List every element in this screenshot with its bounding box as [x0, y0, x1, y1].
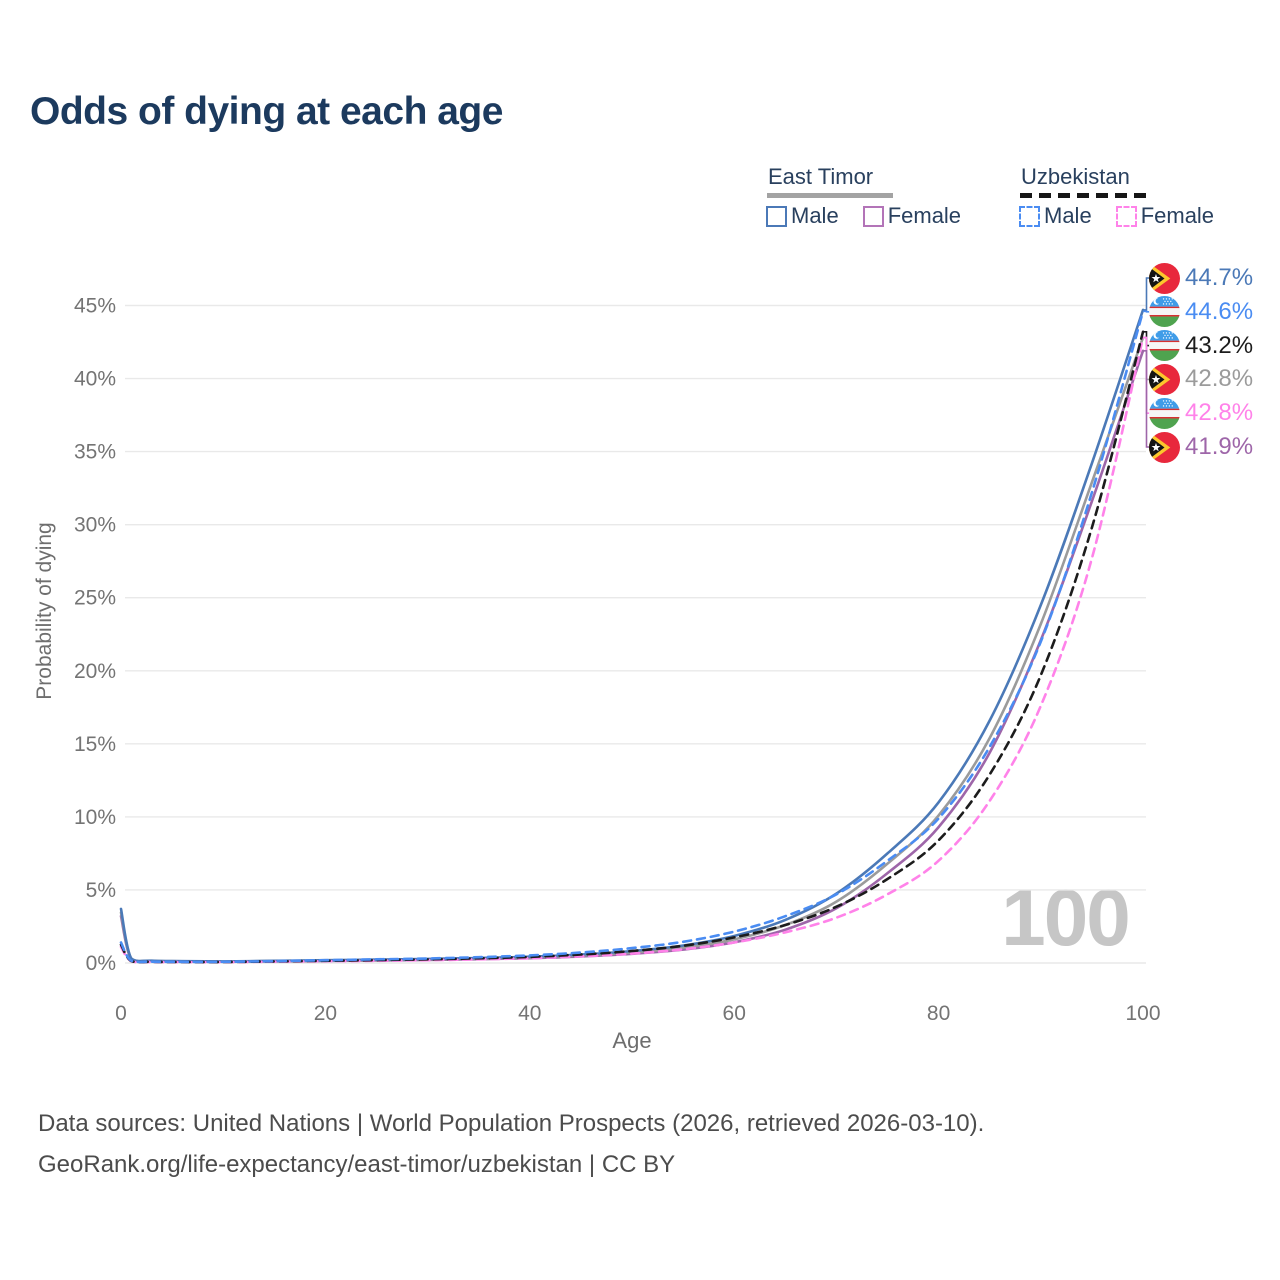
- end-label-east-timor-female: 41.9%: [1149, 431, 1253, 463]
- watermark-age-100: 100: [1001, 873, 1130, 962]
- x-tick-label: 20: [314, 1002, 337, 1025]
- page-title: Odds of dying at each age: [30, 90, 503, 133]
- y-tick-label: 30%: [74, 514, 116, 537]
- end-label-east-timor-male: 44.7%: [1149, 262, 1253, 294]
- legend-label-uzbekistan-female[interactable]: Female: [1140, 203, 1215, 228]
- legend-label-east-timor-male[interactable]: Male: [791, 203, 839, 228]
- legend-group-title-east-timor: East Timor: [768, 164, 874, 189]
- series-line-east-timor-male: [119, 308, 1145, 963]
- end-label-connector-east-timor-female: [1143, 350, 1150, 448]
- y-tick-label: 0%: [86, 952, 116, 975]
- x-tick-label: 0: [115, 1002, 127, 1025]
- east-timor-flag-icon: [1149, 262, 1180, 294]
- x-tick-label: 80: [927, 1002, 950, 1025]
- end-label-value: 44.7%: [1185, 264, 1254, 291]
- uzbekistan-flag-icon: [1149, 330, 1180, 362]
- end-label-uzbekistan-male: 44.6%: [1149, 296, 1253, 328]
- legend-label-east-timor-female[interactable]: Female: [887, 203, 962, 228]
- end-label-value: 44.6%: [1185, 297, 1254, 325]
- series-line-east-timor-female: [119, 349, 1145, 964]
- y-tick-label: 5%: [86, 879, 116, 902]
- y-tick-label: 40%: [74, 368, 116, 391]
- x-tick-label: 60: [723, 1002, 746, 1025]
- y-tick-label: 25%: [74, 587, 116, 610]
- legend-swatch-east-timor-male[interactable]: [766, 205, 787, 227]
- east-timor-flag-icon: [1149, 431, 1180, 463]
- end-label-uzbekistan-female: 42.8%: [1149, 397, 1253, 429]
- series-line-uzbekistan-male: [119, 310, 1145, 964]
- legend-swatch-east-timor-female[interactable]: [862, 205, 884, 227]
- end-label-east-timor: 42.8%: [1149, 363, 1253, 395]
- end-label-value: 43.2%: [1185, 331, 1254, 359]
- y-tick-label: 45%: [74, 295, 116, 318]
- y-tick-label: 20%: [74, 660, 116, 683]
- end-label-connector-uzbekistan-male: [1143, 310, 1150, 313]
- east-timor-flag-icon: [1149, 363, 1180, 395]
- y-axis-title: Probability of dying: [33, 522, 56, 700]
- end-label-connector-east-timor-male: [1143, 277, 1150, 311]
- uzbekistan-flag-icon: [1149, 296, 1180, 328]
- y-tick-label: 35%: [74, 441, 116, 464]
- uzbekistan-flag-icon: [1149, 397, 1180, 429]
- end-label-value: 41.9%: [1185, 433, 1254, 460]
- legend-underline-east-timor: [767, 193, 893, 198]
- end-label-value: 42.8%: [1185, 399, 1254, 427]
- x-axis-title: Age: [612, 1028, 652, 1053]
- legend-swatch-uzbekistan-female[interactable]: [1115, 205, 1137, 227]
- legend-underline-uzbekistan: [1020, 193, 1151, 198]
- legend-items-east-timor: Male Female: [766, 203, 961, 229]
- legend-items-uzbekistan: Male Female: [1019, 203, 1214, 229]
- series-line-uzbekistan-female: [119, 336, 1145, 964]
- legend-group-title-uzbekistan: Uzbekistan: [1021, 164, 1130, 189]
- footer-attribution: GeoRank.org/life-expectancy/east-timor/u…: [38, 1151, 676, 1178]
- series-line-uzbekistan: [119, 330, 1145, 964]
- end-label-uzbekistan: 43.2%: [1149, 330, 1253, 362]
- legend-label-uzbekistan-male[interactable]: Male: [1044, 203, 1092, 228]
- x-tick-label: 40: [518, 1002, 541, 1025]
- x-tick-label: 100: [1125, 1002, 1160, 1025]
- footer-data-sources: Data sources: United Nations | World Pop…: [38, 1110, 985, 1137]
- y-tick-label: 15%: [74, 733, 116, 756]
- y-tick-label: 10%: [74, 806, 116, 829]
- series-line-east-timor: [119, 336, 1145, 963]
- legend-swatch-uzbekistan-male[interactable]: [1019, 205, 1040, 227]
- end-label-value: 42.8%: [1185, 365, 1254, 393]
